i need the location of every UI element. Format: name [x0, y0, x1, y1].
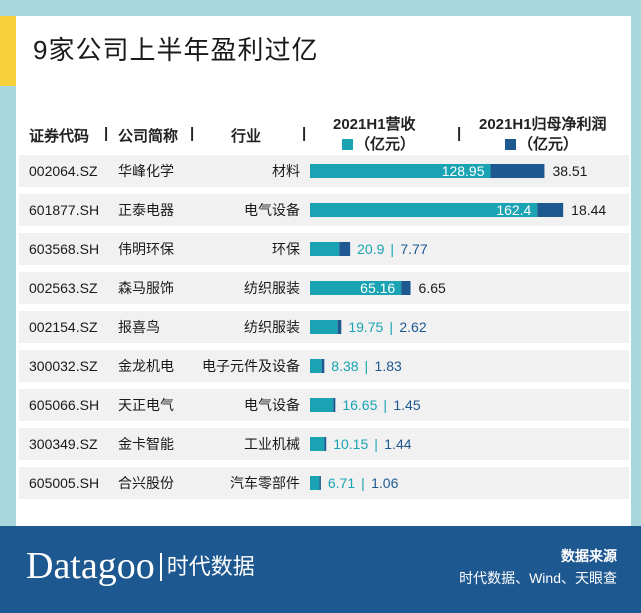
revenue-bar	[310, 203, 538, 217]
cell-code: 002154.SZ	[29, 319, 98, 335]
revenue-label: 65.16	[360, 280, 395, 296]
cell-industry: 汽车零部件	[230, 475, 300, 491]
chart-title: 9家公司上半年盈利过亿	[33, 35, 319, 65]
header-separator: |	[302, 125, 307, 142]
profit-bar	[490, 164, 545, 178]
profit-bar	[324, 437, 327, 451]
frame-top	[0, 0, 641, 16]
revenue-label: 20.9	[357, 241, 384, 257]
profit-bar	[401, 281, 411, 295]
cell-code: 603568.SH	[29, 241, 100, 257]
profit-bar	[333, 398, 336, 412]
revenue-label: 128.95	[442, 163, 485, 179]
header-separator: |	[457, 125, 462, 142]
header-revenue: 2021H1营收	[333, 116, 416, 133]
profit-bar	[337, 320, 342, 334]
table-row	[19, 467, 629, 499]
cell-code: 002563.SZ	[29, 280, 98, 296]
cell-name: 华峰化学	[118, 163, 174, 179]
cell-industry: 工业机械	[244, 436, 300, 452]
profit-label: 1.83	[375, 358, 402, 374]
cell-name: 金卡智能	[118, 436, 174, 452]
revenue-label: 16.65	[342, 397, 377, 413]
cell-industry: 电气设备	[244, 397, 300, 413]
revenue-bar	[310, 398, 334, 412]
cell-industry: 材料	[272, 163, 300, 179]
profit-bar	[319, 476, 321, 490]
footer	[0, 526, 641, 613]
cell-code: 601877.SH	[29, 202, 100, 218]
revenue-bar	[310, 476, 320, 490]
legend-swatch-revenue	[342, 139, 353, 150]
cell-name: 天正电气	[118, 397, 174, 413]
label-separator: |	[383, 397, 387, 413]
profit-bar	[321, 359, 325, 373]
profit-label: 7.77	[400, 241, 427, 257]
cell-industry: 纺织服装	[244, 319, 300, 335]
legend-swatch-profit	[505, 139, 516, 150]
label-separator: |	[374, 436, 378, 452]
revenue-label: 6.71	[328, 475, 355, 491]
source-text: 时代数据、Wind、天眼查	[459, 570, 617, 586]
revenue-label: 19.75	[348, 319, 383, 335]
profit-bar	[339, 242, 351, 256]
cell-code: 605005.SH	[29, 475, 100, 491]
cell-code: 300032.SZ	[29, 358, 98, 374]
cell-industry: 纺织服装	[244, 280, 300, 296]
revenue-bar	[310, 320, 338, 334]
profit-label: 1.45	[393, 397, 420, 413]
cell-name: 金龙机电	[118, 358, 174, 374]
profit-label: 1.44	[384, 436, 411, 452]
revenue-label: 10.15	[333, 436, 368, 452]
cell-name: 报喜鸟	[118, 319, 160, 335]
label-separator: |	[389, 319, 393, 335]
revenue-bar	[310, 164, 491, 178]
revenue-bar	[310, 281, 402, 295]
cell-name: 正泰电器	[118, 202, 174, 218]
header-name: 公司简称	[118, 128, 179, 145]
label-separator: |	[390, 241, 394, 257]
profit-label: 38.51	[552, 163, 587, 179]
source-title: 数据来源	[561, 548, 617, 564]
header-separator: |	[104, 125, 109, 142]
cell-name: 森马服饰	[118, 280, 174, 296]
revenue-label: 8.38	[331, 358, 358, 374]
cell-code: 605066.SH	[29, 397, 100, 413]
revenue-bar	[310, 359, 322, 373]
frame-left	[0, 0, 16, 613]
profit-label: 1.06	[371, 475, 398, 491]
revenue-bar	[310, 437, 325, 451]
revenue-bar	[310, 242, 340, 256]
cell-industry: 电子元件及设备	[202, 358, 300, 374]
label-separator: |	[361, 475, 365, 491]
profit-label: 6.65	[419, 280, 446, 296]
cell-name: 伟明环保	[118, 241, 174, 257]
header-revenue-legend: （亿元）	[342, 133, 415, 154]
accent-bar	[0, 16, 16, 86]
header-profit: 2021H1归母净利润	[479, 116, 607, 133]
frame-right	[631, 0, 641, 613]
cell-code: 300349.SZ	[29, 436, 98, 452]
label-separator: |	[365, 358, 369, 374]
profit-label: 18.44	[571, 202, 606, 218]
revenue-label: 162.4	[496, 202, 531, 218]
profit-bar	[537, 203, 564, 217]
header-separator: |	[190, 125, 195, 142]
brand-logo: Datagoo 时代数据	[26, 545, 255, 587]
cell-code: 002064.SZ	[29, 163, 98, 179]
cell-industry: 环保	[272, 241, 300, 257]
cell-industry: 电气设备	[244, 202, 300, 218]
profit-label: 2.62	[399, 319, 426, 335]
header-code: 证券代码	[29, 128, 90, 145]
header-industry: 行业	[231, 128, 262, 145]
cell-name: 合兴股份	[118, 475, 174, 491]
header-profit-legend: （亿元）	[505, 133, 578, 154]
